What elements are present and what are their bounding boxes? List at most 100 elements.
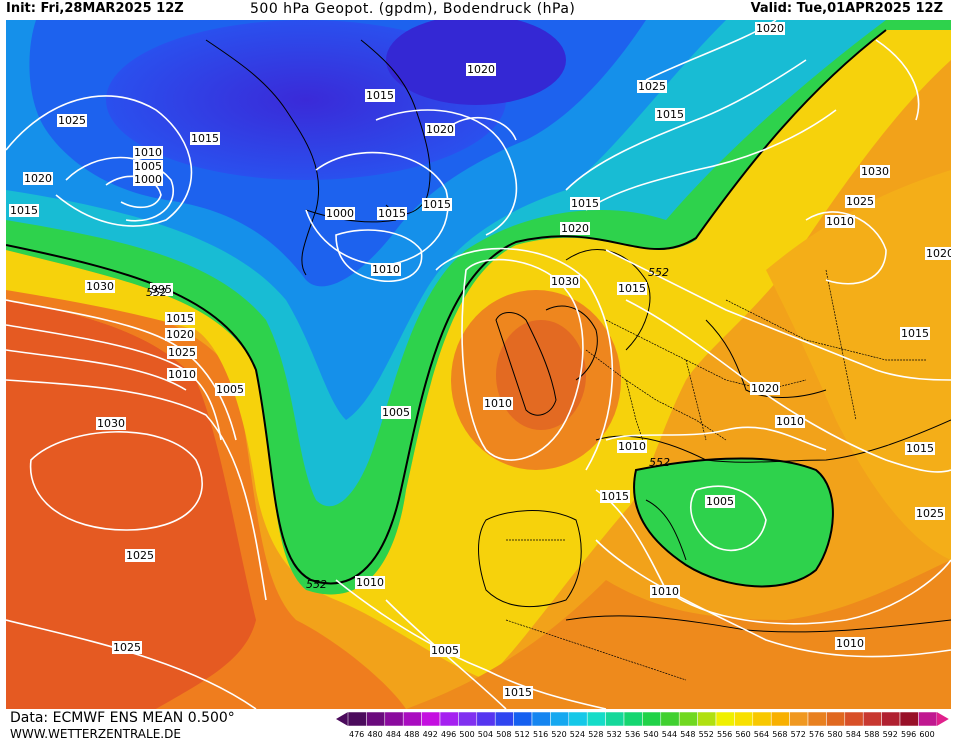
legend-swatch	[623, 712, 643, 727]
legend-swatch	[770, 712, 790, 727]
isobar-label-box	[133, 173, 163, 186]
isobar-label-text: 1015	[504, 686, 532, 699]
legend-swatch	[844, 712, 864, 727]
legend-swatch	[366, 712, 386, 727]
legend-tick-label: 576	[809, 730, 824, 739]
isobar-label: 1015	[190, 132, 220, 145]
isobar-label-text: 1020	[756, 22, 784, 35]
legend-tick-label: 544	[662, 730, 677, 739]
legend-tick-label: 548	[680, 730, 695, 739]
isobar-label-box	[422, 198, 452, 211]
isobar-label-box	[755, 22, 785, 35]
isobar-label-text: 1020	[467, 63, 495, 76]
isobar-label: 1015	[165, 312, 195, 325]
isobar-label-box	[900, 327, 930, 340]
isobar-label-box	[167, 346, 197, 359]
isobar-label: 1010	[825, 215, 855, 228]
source-url: WWW.WETTERZENTRALE.DE	[10, 727, 181, 741]
isobar-label-box	[845, 195, 875, 208]
legend-tick-label: 588	[864, 730, 879, 739]
geopotential-label: 552	[648, 266, 669, 279]
isobar-label-box	[503, 686, 533, 699]
isobar-label: 1000	[133, 173, 163, 186]
legend-swatch	[734, 712, 754, 727]
legend-swatch	[715, 712, 735, 727]
isobar-label-box	[125, 549, 155, 562]
isobar-label-text: 1020	[926, 247, 951, 260]
isobar-label: 1020	[165, 328, 195, 341]
isobar-label-box	[112, 641, 142, 654]
isobar-label: 1030	[550, 275, 580, 288]
isobar-label-text: 1015	[366, 89, 394, 102]
isobar-label-box	[560, 222, 590, 235]
isobar-label: 1010	[617, 440, 647, 453]
isobar-label-text: 1005	[431, 644, 459, 657]
isobar-label-box	[165, 312, 195, 325]
isobar-label-text: 995	[151, 283, 172, 296]
isobar-label-text: 1025	[846, 195, 874, 208]
isobar-label: 1020	[466, 63, 496, 76]
isobar-label-box	[915, 507, 945, 520]
isobar-label-text: 1030	[86, 280, 114, 293]
isobar-label-box	[617, 282, 647, 295]
color-legend: 476 480 484 488 492 496 500 504 508 512 516 520 524 5…	[336, 712, 949, 739]
isobar-label-text: 1015	[423, 198, 451, 211]
isobar-label-text: 1030	[861, 165, 889, 178]
legend-tick-label: 592	[883, 730, 898, 739]
legend-swatch	[531, 712, 551, 727]
legend-swatch	[899, 712, 919, 727]
field-deep-low-2	[386, 20, 566, 105]
legend-tick-label: 476	[349, 730, 364, 739]
legend-swatch	[513, 712, 533, 727]
legend-swatch	[568, 712, 588, 727]
isobar-label-box	[905, 442, 935, 455]
isobar-label-box	[637, 80, 667, 93]
isobar-label-text: 1010	[372, 263, 400, 276]
isobar-label-box	[325, 207, 355, 220]
isobar-label-box	[483, 397, 513, 410]
isobar-label: 1010	[133, 146, 163, 159]
isobar-label: 1010	[167, 368, 197, 381]
legend-swatch	[458, 712, 478, 727]
isobar-label: 1030	[96, 417, 126, 430]
isobar-label-text: 1005	[216, 383, 244, 396]
isobar-label-text: 1020	[166, 328, 194, 341]
legend-swatch	[862, 712, 882, 727]
isobar-label: 1020	[560, 222, 590, 235]
isobar-label-box	[23, 172, 53, 185]
legend-tick-label: 580	[827, 730, 842, 739]
isobar-label: 1010	[835, 637, 865, 650]
isobar-label-box	[835, 637, 865, 650]
legend-tick-label: 536	[625, 730, 640, 739]
isobar-label: 1015	[422, 198, 452, 211]
isobar-label-box	[215, 383, 245, 396]
isobar-label-text: 1015	[378, 207, 406, 220]
legend-tick-label: 532	[607, 730, 622, 739]
isobar-label-text: 1025	[126, 549, 154, 562]
isobar-label: 1010	[483, 397, 513, 410]
legend-swatch	[660, 712, 680, 727]
legend-tick-label: 500	[459, 730, 474, 739]
isobar-label: 1020	[755, 22, 785, 35]
legend-swatch	[421, 712, 441, 727]
isobar-label-box	[425, 123, 455, 136]
isobar-label: 1015	[365, 89, 395, 102]
isobar-label-text: 1025	[113, 641, 141, 654]
legend-tick-label: 584	[846, 730, 861, 739]
isobar-label: 1015	[905, 442, 935, 455]
data-source: Data: ECMWF ENS MEAN 0.500°	[10, 710, 235, 726]
isobar-label-text: 1010	[651, 585, 679, 598]
legend-tick-label: 492	[423, 730, 438, 739]
isobar-label: 1030	[860, 165, 890, 178]
isobar-label: 1005	[215, 383, 245, 396]
legend-tick-label: 528	[588, 730, 603, 739]
geopotential-labels: 552 552 552 552	[146, 266, 670, 591]
legend-swatch	[789, 712, 809, 727]
isobar-label-text: 1000	[326, 207, 354, 220]
legend-swatch	[550, 712, 570, 727]
legend-tick-label: 556	[717, 730, 732, 739]
isobar-label-box	[550, 275, 580, 288]
isobar-label-text: 1025	[638, 80, 666, 93]
isobar-label: 1015	[617, 282, 647, 295]
isobar-label-text: 1015	[601, 490, 629, 503]
